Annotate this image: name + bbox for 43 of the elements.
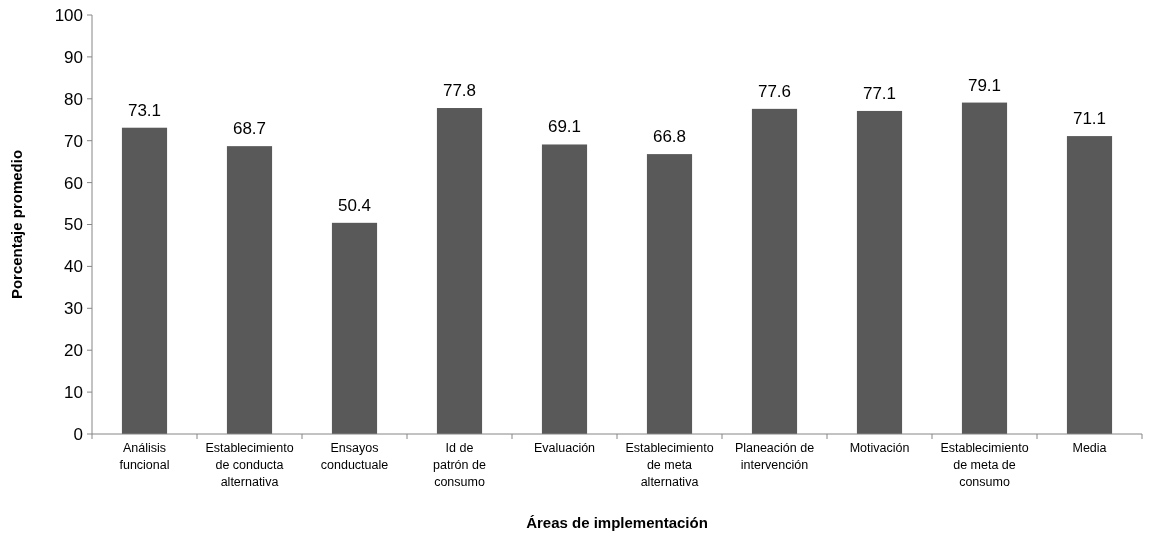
bar — [226, 146, 273, 434]
y-tick-label: 50 — [64, 215, 83, 235]
y-tick-label: 30 — [64, 299, 83, 319]
y-tick-label: 20 — [64, 341, 83, 361]
bar — [436, 108, 483, 434]
data-label: 69.1 — [547, 117, 582, 137]
x-tick-label: Planeación de intervención — [734, 441, 815, 472]
x-tick-label: Establecimiento de meta de consumo — [940, 441, 1029, 489]
x-tick-label: Media — [1072, 441, 1107, 455]
bar — [121, 127, 168, 434]
data-label: 73.1 — [127, 100, 162, 120]
x-tick-label: Análisis funcional — [119, 441, 170, 472]
bar — [646, 154, 693, 434]
bar — [1066, 136, 1113, 434]
y-tick-label: 60 — [64, 173, 83, 193]
x-tick-label: Establecimiento de meta alternativa — [625, 441, 714, 489]
data-label: 68.7 — [232, 119, 267, 139]
x-tick-label: Evaluación — [533, 441, 596, 455]
data-label: 66.8 — [652, 127, 687, 147]
x-tick-label: Establecimiento de conducta alternativa — [205, 441, 294, 489]
x-axis-title: Áreas de implementación — [526, 514, 708, 531]
data-label: 77.1 — [862, 83, 897, 103]
bar — [331, 222, 378, 434]
data-label: 50.4 — [337, 195, 372, 215]
y-axis-title: Porcentaje promedio — [8, 149, 25, 300]
y-tick-label: 80 — [64, 89, 83, 109]
x-tick-label: Motivación — [849, 441, 910, 455]
data-label: 71.1 — [1072, 109, 1107, 129]
data-label: 79.1 — [967, 75, 1002, 95]
data-label: 77.8 — [442, 81, 477, 101]
bar — [751, 108, 798, 434]
x-tick-label: Ensayos conductuale — [320, 441, 389, 472]
y-tick-label: 100 — [54, 5, 83, 25]
bar — [856, 110, 903, 434]
y-tick-label: 10 — [64, 383, 83, 403]
y-tick-label: 0 — [73, 424, 83, 444]
y-tick-label: 40 — [64, 257, 83, 277]
bar — [541, 144, 588, 434]
y-tick-label: 70 — [64, 131, 83, 151]
x-tick-label: Id de patrón de consumo — [433, 441, 486, 489]
y-tick-label: 90 — [64, 47, 83, 67]
data-label: 77.6 — [757, 81, 792, 101]
bar — [961, 102, 1008, 434]
